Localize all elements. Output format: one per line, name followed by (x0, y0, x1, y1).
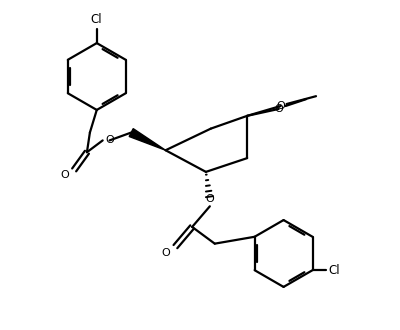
Text: O: O (206, 194, 214, 204)
Text: Cl: Cl (328, 264, 340, 277)
Text: O: O (276, 101, 285, 111)
Text: O: O (274, 104, 283, 114)
Text: O: O (105, 135, 114, 146)
Text: O: O (60, 170, 69, 180)
Polygon shape (129, 129, 166, 150)
Text: Cl: Cl (91, 14, 102, 26)
Text: O: O (161, 248, 170, 258)
